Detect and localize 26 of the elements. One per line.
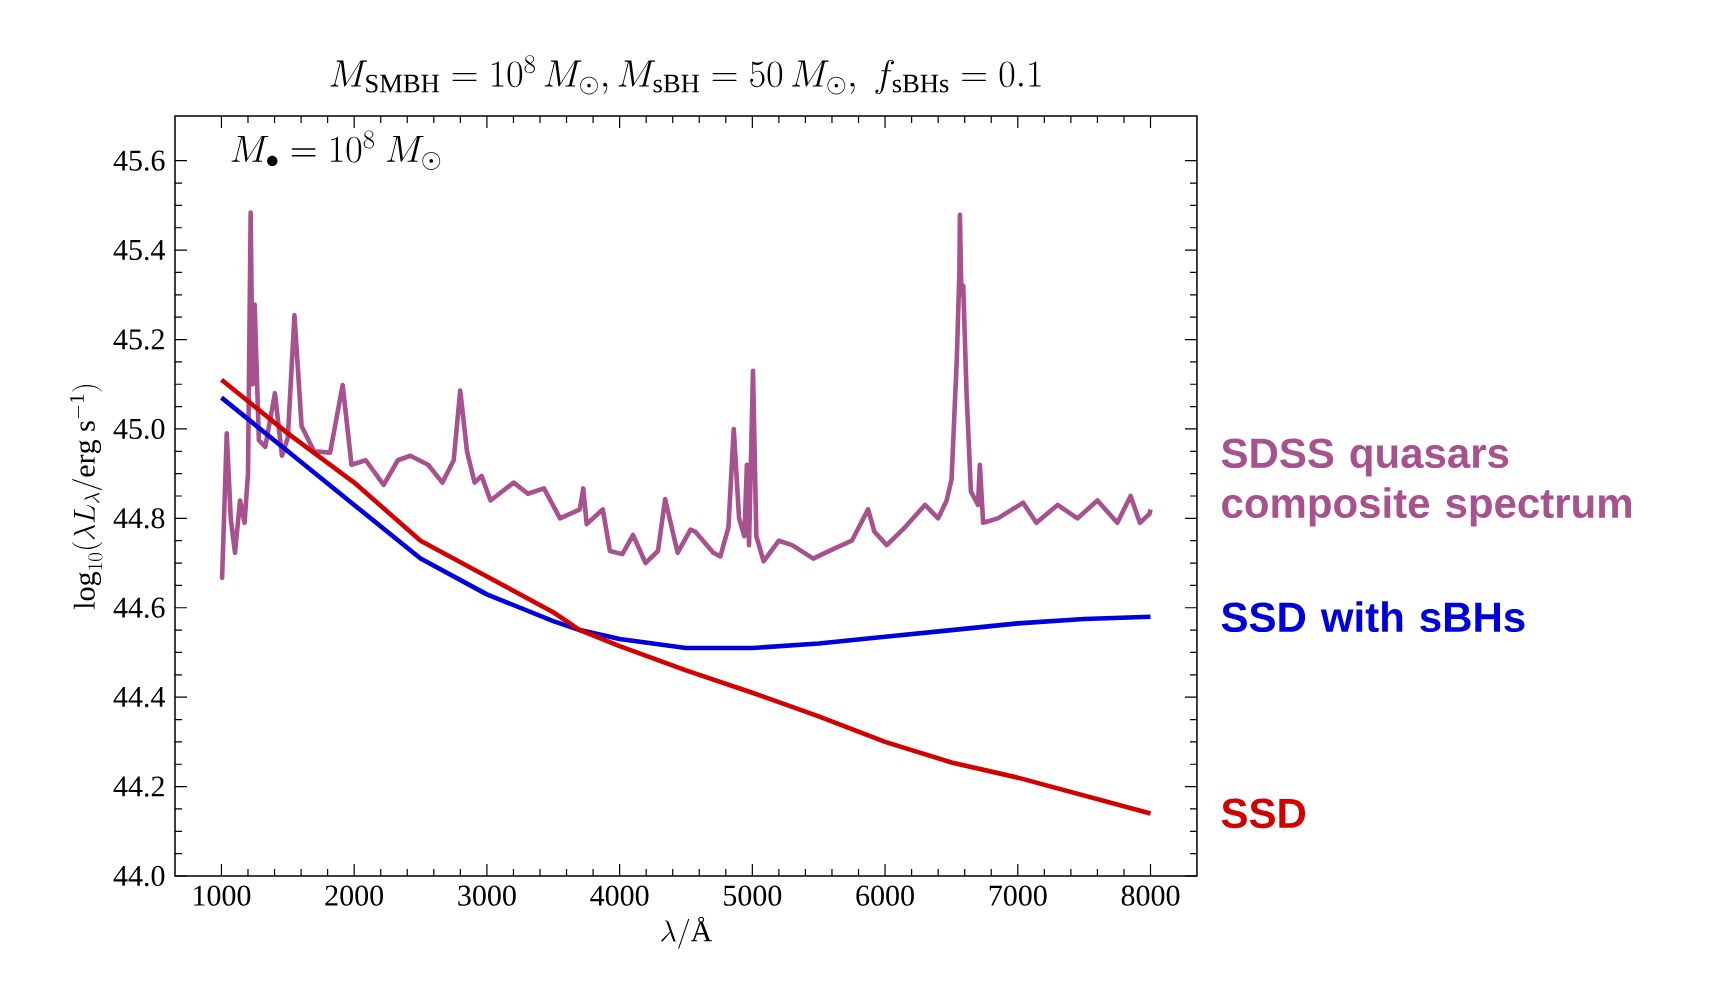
y-tick-label: 44.6 <box>113 597 165 618</box>
y-tick-label: 44.2 <box>113 776 164 797</box>
x-tick-label: 3000 <box>458 885 516 906</box>
x-tick-label: 2000 <box>325 885 384 906</box>
series-label: SSD <box>1221 798 1306 829</box>
line-series <box>219 210 1153 581</box>
x-tick-label: 4000 <box>590 885 649 906</box>
y-axis-title: $\log_{10}(\lambda L_{\lambda}/\mathrm{erg\ s^{-1}})$ <box>69 384 103 610</box>
series-label: SDSS quasars composite spectrum <box>1221 438 1631 527</box>
x-tick-label: 7000 <box>989 885 1047 906</box>
x-tick-label: 6000 <box>856 885 914 906</box>
x-tick-label: 5000 <box>724 885 782 906</box>
y-tick-label: 44.0 <box>113 865 165 887</box>
chart-title: $M_{\mathrm{SMBH}} = 10^{8}\,M_{\odot}, M_{\mathrm{sBH}} = 50\,M_{\odot},\ f_{\mathrm{sBHs}} = 0.1$ <box>330 55 1041 95</box>
series-label: SSD with sBHs <box>1221 601 1525 633</box>
x-axis-title: $\lambda/\text{Å}$ <box>661 916 713 949</box>
y-tick-label: 45.0 <box>113 418 165 440</box>
x-tick-label: 1000 <box>194 885 251 906</box>
y-tick-label: 45.6 <box>113 150 165 171</box>
y-tick-label: 45.2 <box>113 329 164 350</box>
y-tick-label: 44.8 <box>113 508 165 529</box>
y-tick-label: 44.4 <box>113 687 165 708</box>
y-tick-label: 45.4 <box>113 240 165 261</box>
annotation: $M_{\bullet} = 10^{8}\ M_{\odot}$ <box>231 130 441 170</box>
x-tick-label: 8000 <box>1121 885 1180 906</box>
line-series <box>219 395 1153 651</box>
